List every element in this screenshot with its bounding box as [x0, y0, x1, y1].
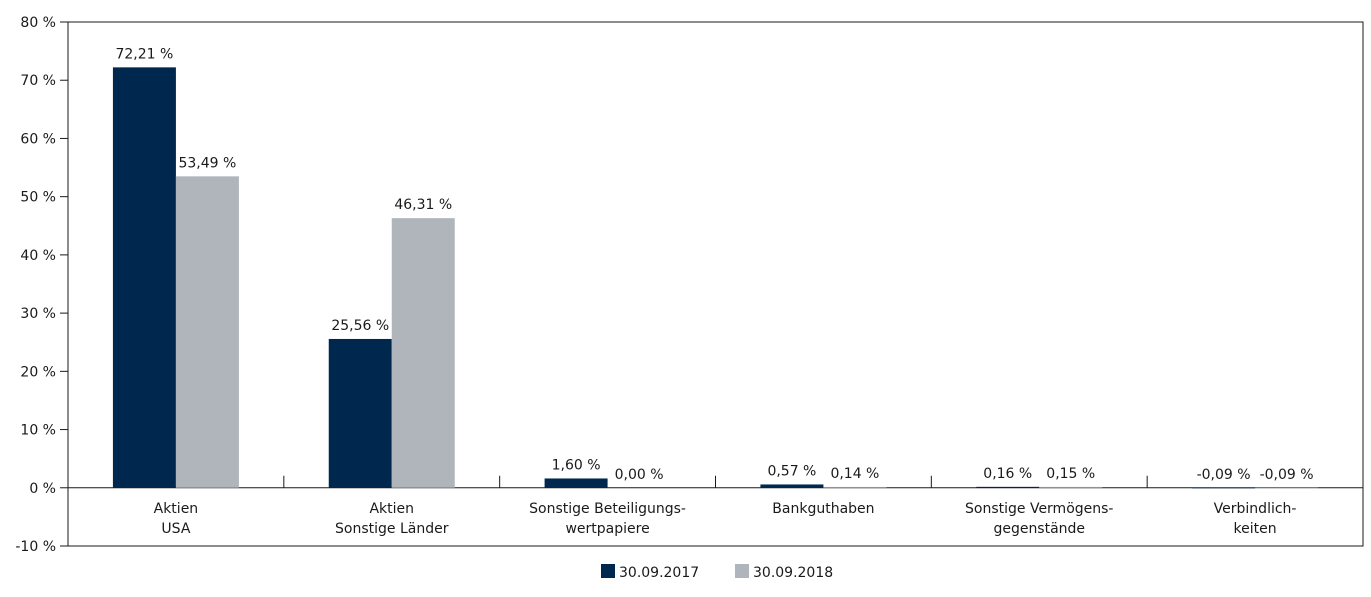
- y-tick-label: 40 %: [20, 248, 56, 264]
- x-axis: Aktien USA Aktien Sonstige Länder Sonstige B…: [68, 475, 1363, 537]
- data-label: 53,49 %: [178, 155, 236, 171]
- y-tick-label: 80 %: [20, 15, 56, 31]
- category-label: Aktien: [369, 501, 414, 517]
- legend-label: 30.09.2017: [619, 565, 699, 581]
- data-label: 72,21 %: [115, 46, 173, 62]
- y-tick-label: -10 %: [15, 539, 56, 555]
- legend-label: 30.09.2018: [753, 565, 833, 581]
- bar-series-2: [823, 486, 887, 488]
- bar-series-1: [544, 478, 608, 488]
- data-label: 0,15 %: [1046, 466, 1095, 482]
- bar-series-2: [175, 176, 239, 488]
- data-label: -0,09 %: [1260, 467, 1314, 483]
- bar-series-1: [760, 484, 824, 488]
- bar-series-2: [1039, 486, 1103, 488]
- data-label: 25,56 %: [331, 318, 389, 334]
- y-tick-label: 70 %: [20, 73, 56, 89]
- category-label: Sonstige Länder: [335, 521, 449, 537]
- legend-swatch: [735, 564, 749, 578]
- y-tick-label: 60 %: [20, 131, 56, 147]
- plot-border: [67, 21, 1364, 547]
- data-label: 1,60 %: [552, 457, 601, 473]
- category-label: wertpapiere: [565, 521, 649, 537]
- bars: [112, 67, 1319, 489]
- plot-frame: [67, 21, 1364, 547]
- category-label: Bankguthaben: [772, 501, 874, 517]
- category-label: Sonstige Vermögens-: [965, 501, 1113, 517]
- category-label: keiten: [1234, 521, 1277, 537]
- category-label: Sonstige Beteiligungs-: [529, 501, 686, 517]
- data-label: -0,09 %: [1197, 467, 1251, 483]
- legend-swatch: [601, 564, 615, 578]
- bar-series-2: [1255, 487, 1319, 489]
- data-label: 0,00 %: [615, 467, 664, 483]
- y-tick-label: 20 %: [20, 364, 56, 380]
- bar-series-1: [976, 486, 1040, 488]
- bar-series-1: [328, 338, 392, 488]
- category-label: gegenstände: [993, 521, 1085, 537]
- data-label: 46,31 %: [394, 197, 452, 213]
- y-tick-label: 50 %: [20, 190, 56, 206]
- category-label: Aktien: [154, 501, 199, 517]
- data-label: 0,14 %: [830, 466, 879, 482]
- y-axis: 80 % 70 % 60 % 50 % 40 % 30 % 20 % 10 % 0 % -10 %: [15, 15, 68, 555]
- y-tick-label: 0 %: [29, 481, 56, 497]
- bar-series-2: [391, 218, 455, 488]
- legend: 30.09.2017 30.09.2018: [601, 564, 833, 581]
- category-label: Verbindlich-: [1214, 501, 1297, 517]
- y-tick-label: 30 %: [20, 306, 56, 322]
- bar-series-1: [1192, 487, 1256, 489]
- data-labels: 72,21 % 53,49 % 25,56 % 46,31 % 1,60 % 0,00 %…: [115, 46, 1313, 482]
- bar-series-1: [112, 67, 176, 488]
- data-label: 0,57 %: [767, 463, 816, 479]
- y-tick-label: 10 %: [20, 423, 56, 439]
- data-label: 0,16 %: [983, 466, 1032, 482]
- category-label: USA: [161, 521, 190, 537]
